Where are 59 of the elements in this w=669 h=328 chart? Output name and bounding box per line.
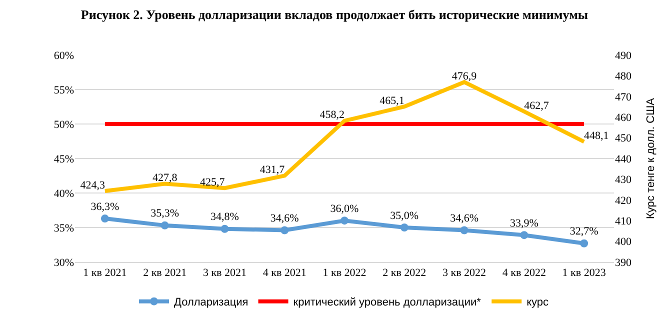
data-label: 36,3%	[90, 200, 120, 213]
data-label: 33,9%	[510, 217, 538, 230]
data-label: 36,0%	[330, 202, 359, 215]
point	[100, 214, 109, 223]
x-tick-label: 2 кв 2022	[382, 267, 426, 280]
point	[220, 224, 229, 233]
data-label: 32,7%	[570, 226, 598, 238]
data-label: 35,0%	[390, 210, 419, 222]
point	[460, 226, 468, 234]
y2-tick-label: 390	[615, 256, 632, 269]
point	[280, 226, 289, 234]
x-tick-label: 2 кв 2021	[143, 267, 187, 280]
data-label: 425,7	[200, 176, 226, 188]
y-tick-label: 35%	[54, 222, 74, 234]
data-label: 476,9	[452, 70, 478, 82]
point	[520, 231, 528, 240]
y-tick-label: 45%	[54, 153, 74, 166]
point	[160, 221, 169, 230]
y2-axis-title: Курс тенге к долл. США	[645, 97, 658, 219]
data-label: 424,3	[80, 179, 106, 192]
data-label: 431,7	[260, 164, 286, 176]
data-label: 34,6%	[450, 212, 478, 225]
y2-tick-label: 430	[615, 174, 632, 186]
x-tick-label: 3 кв 2021	[202, 267, 246, 280]
x-tick-label: 3 кв 2022	[442, 267, 486, 280]
legend-label: критический уровень долларизации*	[293, 296, 482, 309]
point	[340, 216, 348, 225]
y2-tick-label: 450	[615, 132, 632, 145]
chart-title: Рисунок 2. Уровень долларизации вкладов продолжает бить исторические минимумы	[80, 6, 588, 22]
x-tick-label: 4 кв 2022	[502, 267, 546, 280]
y2-tick-label: 440	[615, 153, 632, 166]
data-label: 458,2	[320, 109, 344, 122]
x-tick-label: 1 кв 2021	[83, 267, 127, 280]
y-tick-label: 50%	[54, 118, 74, 131]
y-tick-label: 30%	[54, 256, 74, 269]
y2-tick-label: 400	[615, 236, 632, 248]
x-tick-label: 1 кв 2022	[322, 267, 366, 280]
data-label: 34,8%	[210, 211, 239, 224]
data-label: 35,3%	[150, 208, 180, 220]
y2-tick-label: 480	[615, 70, 632, 83]
y-tick-label: 60%	[54, 50, 74, 62]
point	[400, 224, 408, 232]
data-label: 462,7	[524, 100, 550, 112]
y-tick-label: 40%	[54, 188, 74, 200]
data-label: 427,8	[152, 172, 178, 184]
legend-label: курс	[526, 296, 550, 309]
x-tick-label: 4 кв 2021	[262, 267, 306, 280]
y2-tick-label: 460	[615, 112, 632, 124]
point	[580, 239, 588, 248]
y2-tick-label: 470	[615, 91, 632, 104]
data-label: 34,6%	[270, 212, 299, 225]
legend-label: Долларизация	[174, 296, 248, 309]
y2-tick-label: 490	[615, 50, 632, 62]
data-label: 448,1	[584, 130, 609, 142]
data-label: 465,1	[380, 94, 404, 107]
y-tick-label: 55%	[54, 84, 74, 96]
y2-tick-label: 420	[615, 194, 632, 207]
x-tick-label: 1 кв 2023	[562, 267, 606, 280]
y2-tick-label: 410	[615, 215, 632, 228]
